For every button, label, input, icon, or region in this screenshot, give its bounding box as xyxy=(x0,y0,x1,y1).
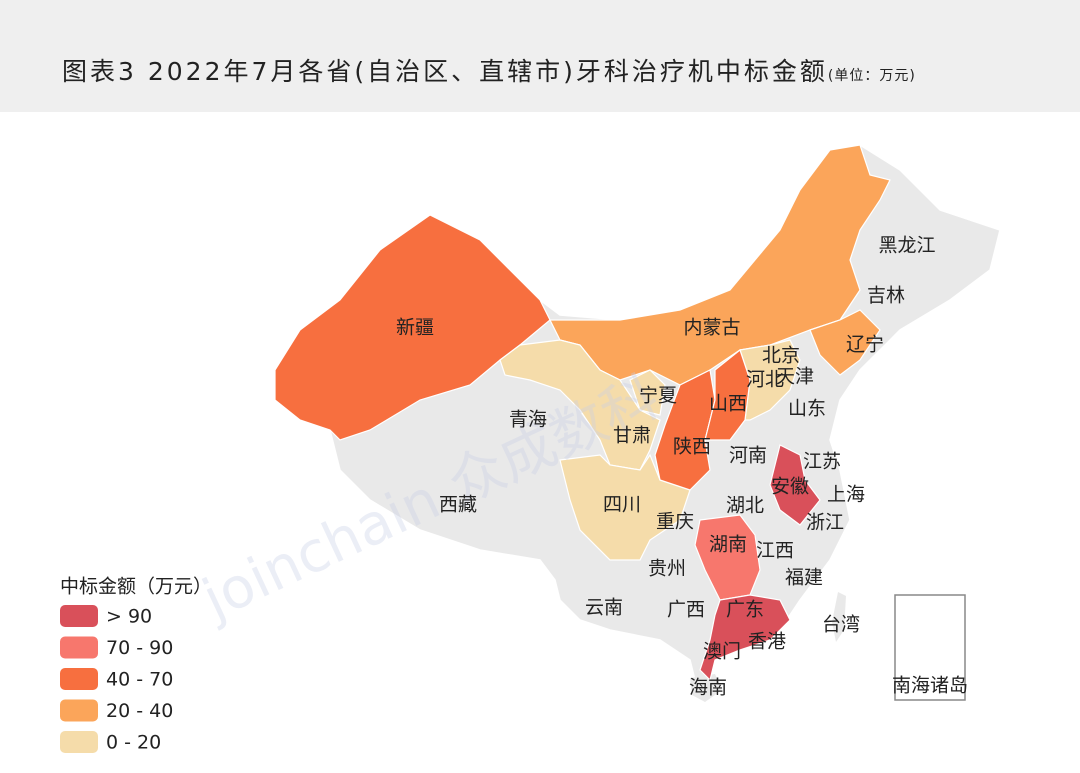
legend-title: 中标金额（万元） xyxy=(60,576,212,598)
region-label: 安徽 xyxy=(771,476,809,498)
region-label: 北京 xyxy=(762,345,800,367)
region-label: 河北 xyxy=(746,369,784,391)
region-label: 山东 xyxy=(788,398,826,420)
region-label: 内蒙古 xyxy=(683,317,740,339)
region-label: 云南 xyxy=(585,597,623,619)
region-label: 河南 xyxy=(729,445,767,467)
region-shape xyxy=(549,144,891,386)
legend-swatch xyxy=(60,731,98,753)
region-label: 澳门 xyxy=(703,641,741,663)
region-label: 甘肃 xyxy=(613,425,651,447)
region-label: 海南 xyxy=(689,677,727,699)
legend-swatch xyxy=(60,605,98,627)
region-label: 吉林 xyxy=(867,285,905,307)
region-label: 西藏 xyxy=(439,494,477,516)
legend-label: 40 - 70 xyxy=(106,669,173,691)
region-label: 香港 xyxy=(748,631,786,653)
legend-label: 0 - 20 xyxy=(106,732,161,754)
region-shape xyxy=(629,369,666,416)
region-label: 广东 xyxy=(726,599,764,621)
legend-label: 70 - 90 xyxy=(106,637,173,659)
region-label: 黑龙江 xyxy=(878,235,935,257)
taiwan-island xyxy=(832,592,846,642)
region-label: 台湾 xyxy=(822,614,860,636)
region-shape xyxy=(654,369,716,491)
region-label: 宁夏 xyxy=(639,385,677,407)
region-label: 江苏 xyxy=(803,451,841,473)
region-label: 江西 xyxy=(756,540,794,562)
region-label: 福建 xyxy=(785,567,823,589)
region-shape xyxy=(809,309,881,376)
region-shape xyxy=(559,453,691,561)
region-label: 广西 xyxy=(667,599,705,621)
region-label: 四川 xyxy=(603,494,641,516)
region-label: 重庆 xyxy=(656,511,694,533)
region-shape xyxy=(769,444,821,526)
region-label: 青海 xyxy=(509,409,547,431)
title: 图表3 2022年7月各省(自治区、直辖市)牙科治疗机中标金额(单位：万元) xyxy=(62,52,916,88)
unit: (单位：万元) xyxy=(827,68,916,84)
region-label: 贵州 xyxy=(648,558,686,580)
legend-swatch xyxy=(60,636,98,659)
hainan-island xyxy=(690,674,722,702)
region-label: 辽宁 xyxy=(846,334,884,356)
legend-label: > 90 xyxy=(106,606,152,628)
region-shape xyxy=(699,594,791,682)
region-label: 山西 xyxy=(709,393,747,415)
legend-swatch xyxy=(60,668,98,690)
region-label: 南海诸岛 xyxy=(892,675,968,697)
region-label: 湖北 xyxy=(726,495,764,517)
region-label: 新疆 xyxy=(396,317,434,339)
region-label: 天津 xyxy=(776,366,814,388)
title-text: 图表3 2022年7月各省(自治区、直辖市)牙科治疗机中标金额 xyxy=(62,57,828,86)
region-label: 湖南 xyxy=(709,534,747,556)
region-shape xyxy=(704,348,751,441)
region-label: 陕西 xyxy=(673,436,711,458)
south-sea-box xyxy=(894,594,966,701)
header: 图表3 2022年7月各省(自治区、直辖市)牙科治疗机中标金额(单位：万元) xyxy=(0,0,1080,112)
region-label: 上海 xyxy=(827,484,865,506)
region-label: 浙江 xyxy=(806,512,844,534)
region-shape xyxy=(499,339,661,471)
legend-label: 20 - 40 xyxy=(106,700,173,722)
legend-swatch xyxy=(60,699,98,722)
